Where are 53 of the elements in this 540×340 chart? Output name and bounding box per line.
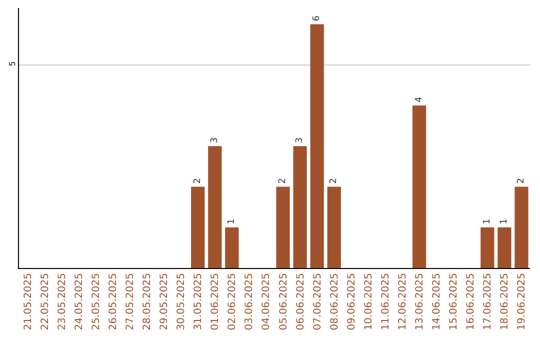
data-label: 2: [516, 178, 526, 184]
bar: [208, 146, 222, 268]
data-label: 2: [192, 178, 203, 184]
x-tick-label: 03.06.2025: [244, 273, 256, 330]
bar: [191, 186, 205, 268]
x-tick-label: 19.06.2025: [516, 273, 528, 330]
bar: [327, 186, 341, 268]
data-label: 3: [295, 137, 306, 144]
data-label: 6: [312, 15, 322, 22]
bar: [276, 186, 290, 268]
x-tick-label: 05.06.2025: [278, 273, 290, 330]
x-tick-label: 21.05.2025: [22, 273, 34, 330]
x-tick-label: 30.05.2025: [176, 273, 188, 330]
x-tick-label: 27.05.2025: [124, 273, 136, 330]
x-tick-label: 28.05.2025: [142, 273, 153, 330]
x-tick-label: 17.06.2025: [482, 273, 494, 330]
x-tick-label: 18.06.2025: [500, 273, 511, 330]
data-label: 1: [482, 218, 492, 224]
x-tick-label: 16.06.2025: [466, 273, 477, 330]
bar: [293, 146, 307, 268]
x-tick-label: 14.06.2025: [432, 273, 443, 330]
y-tick-label: 5: [8, 61, 17, 66]
x-tick-label: 04.06.2025: [261, 273, 272, 330]
x-tick-label: 13.06.2025: [414, 273, 426, 330]
data-label: 2: [278, 178, 288, 184]
bar: [498, 227, 512, 268]
x-tick-label: 23.05.2025: [56, 273, 68, 330]
x-tick-label: 02.06.2025: [227, 273, 238, 330]
data-label: 1: [499, 218, 510, 224]
x-tick-label: 12.06.2025: [398, 273, 408, 330]
data-label: 4: [414, 96, 424, 102]
x-tick-label: 22.05.2025: [40, 273, 51, 330]
x-tick-label: 09.06.2025: [346, 273, 358, 330]
x-tick-label: 01.06.2025: [210, 273, 222, 330]
bar: [480, 227, 494, 268]
x-tick-label: 31.05.2025: [193, 273, 204, 330]
bar: [310, 24, 324, 268]
bar: [412, 106, 426, 268]
x-tick-label: 07.06.2025: [312, 273, 324, 330]
data-label: 3: [210, 137, 220, 144]
data-label: 1: [226, 218, 237, 224]
x-tick-label: 11.06.2025: [380, 273, 392, 330]
x-tick-label: 15.06.2025: [448, 273, 460, 330]
bar: [514, 186, 528, 268]
x-tick-label: 06.06.2025: [295, 273, 306, 330]
bar: [225, 227, 239, 268]
x-tick-label: 24.05.2025: [74, 273, 85, 330]
x-tick-label: 10.06.2025: [363, 273, 374, 330]
x-tick-label: 08.06.2025: [329, 273, 340, 330]
data-label: 2: [329, 178, 340, 184]
x-tick-label: 26.05.2025: [108, 273, 119, 330]
x-tick-label: 29.05.2025: [159, 273, 170, 330]
x-tick-label: 25.05.2025: [90, 273, 102, 330]
